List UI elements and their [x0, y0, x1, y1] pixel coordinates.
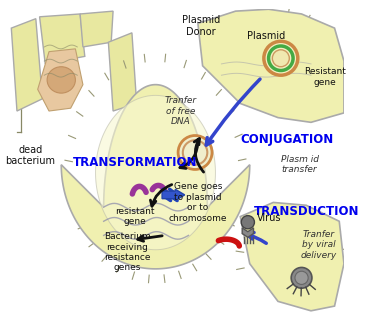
Text: resistant
gene: resistant gene	[115, 207, 154, 226]
Polygon shape	[108, 33, 137, 111]
Text: Gene goes
to plasmid
or to
chromosome: Gene goes to plasmid or to chromosome	[169, 182, 227, 222]
FancyArrow shape	[162, 189, 185, 201]
Text: TRANSFORMATION: TRANSFORMATION	[73, 156, 197, 169]
Circle shape	[272, 50, 289, 67]
Polygon shape	[240, 203, 344, 311]
Text: TRANSDUCTION: TRANSDUCTION	[254, 205, 359, 218]
Circle shape	[241, 216, 254, 229]
Text: Plasmid
Donor: Plasmid Donor	[182, 15, 220, 37]
Polygon shape	[39, 14, 85, 64]
Text: Plasm id
transfer: Plasm id transfer	[281, 155, 319, 174]
Ellipse shape	[47, 67, 76, 93]
Text: CONJUGATION: CONJUGATION	[241, 133, 334, 146]
Text: Virus: Virus	[257, 213, 282, 223]
Polygon shape	[80, 11, 113, 47]
Circle shape	[264, 41, 298, 75]
Text: dead
bacterium: dead bacterium	[5, 144, 55, 166]
Polygon shape	[242, 228, 254, 237]
Text: Tranfer
of free
DNA: Tranfer of free DNA	[165, 96, 197, 126]
Polygon shape	[198, 9, 344, 122]
Text: Tranfer
by viral
delivery: Tranfer by viral delivery	[300, 230, 337, 260]
Text: Resistant
gene: Resistant gene	[304, 67, 346, 87]
Polygon shape	[38, 49, 83, 111]
Circle shape	[291, 267, 312, 288]
Circle shape	[178, 135, 212, 169]
Polygon shape	[61, 85, 250, 269]
Circle shape	[295, 271, 308, 284]
Text: Plasmid: Plasmid	[247, 30, 285, 41]
Polygon shape	[96, 95, 215, 250]
Polygon shape	[11, 19, 42, 111]
Text: Bacterium
receiving
resistance
genes: Bacterium receiving resistance genes	[104, 232, 151, 273]
